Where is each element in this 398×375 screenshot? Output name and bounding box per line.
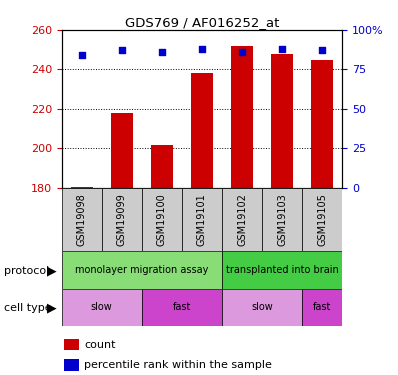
Point [199, 46, 205, 52]
Bar [222, 289, 302, 326]
Bar [62, 289, 142, 326]
Bar [302, 289, 342, 326]
Text: transplanted into brain: transplanted into brain [226, 265, 339, 275]
Bar [191, 74, 213, 188]
Bar [62, 188, 102, 251]
Title: GDS769 / AF016252_at: GDS769 / AF016252_at [125, 16, 279, 29]
Bar [64, 339, 78, 350]
Point [279, 46, 285, 52]
Bar [151, 145, 173, 188]
Text: GSM19103: GSM19103 [277, 193, 287, 246]
Text: cell type: cell type [4, 303, 52, 313]
Bar [62, 251, 222, 289]
Point [159, 49, 165, 55]
Text: GSM19105: GSM19105 [317, 193, 327, 246]
Point [78, 52, 85, 58]
Text: fast: fast [313, 303, 332, 312]
Text: GSM19102: GSM19102 [237, 193, 247, 246]
Bar [142, 289, 222, 326]
Text: count: count [84, 340, 116, 350]
Point [319, 48, 326, 54]
Bar [64, 359, 78, 370]
Text: ▶: ▶ [47, 264, 57, 277]
Bar [222, 251, 342, 289]
Bar [302, 188, 342, 251]
Text: ▶: ▶ [47, 302, 57, 315]
Text: slow: slow [91, 303, 113, 312]
Bar [222, 188, 262, 251]
Bar [182, 188, 222, 251]
Bar [142, 188, 182, 251]
Text: slow: slow [251, 303, 273, 312]
Text: percentile rank within the sample: percentile rank within the sample [84, 360, 272, 370]
Text: GSM19099: GSM19099 [117, 193, 127, 246]
Bar [262, 188, 302, 251]
Bar [102, 188, 142, 251]
Text: GSM19101: GSM19101 [197, 193, 207, 246]
Text: GSM19100: GSM19100 [157, 193, 167, 246]
Point [239, 49, 245, 55]
Point [119, 48, 125, 54]
Bar [271, 54, 293, 188]
Text: protocol: protocol [4, 266, 49, 276]
Bar [311, 60, 333, 188]
Bar [71, 186, 93, 188]
Text: GSM19098: GSM19098 [77, 193, 87, 246]
Bar [111, 112, 133, 188]
Bar [231, 46, 253, 188]
Text: monolayer migration assay: monolayer migration assay [75, 265, 209, 275]
Text: fast: fast [173, 303, 191, 312]
